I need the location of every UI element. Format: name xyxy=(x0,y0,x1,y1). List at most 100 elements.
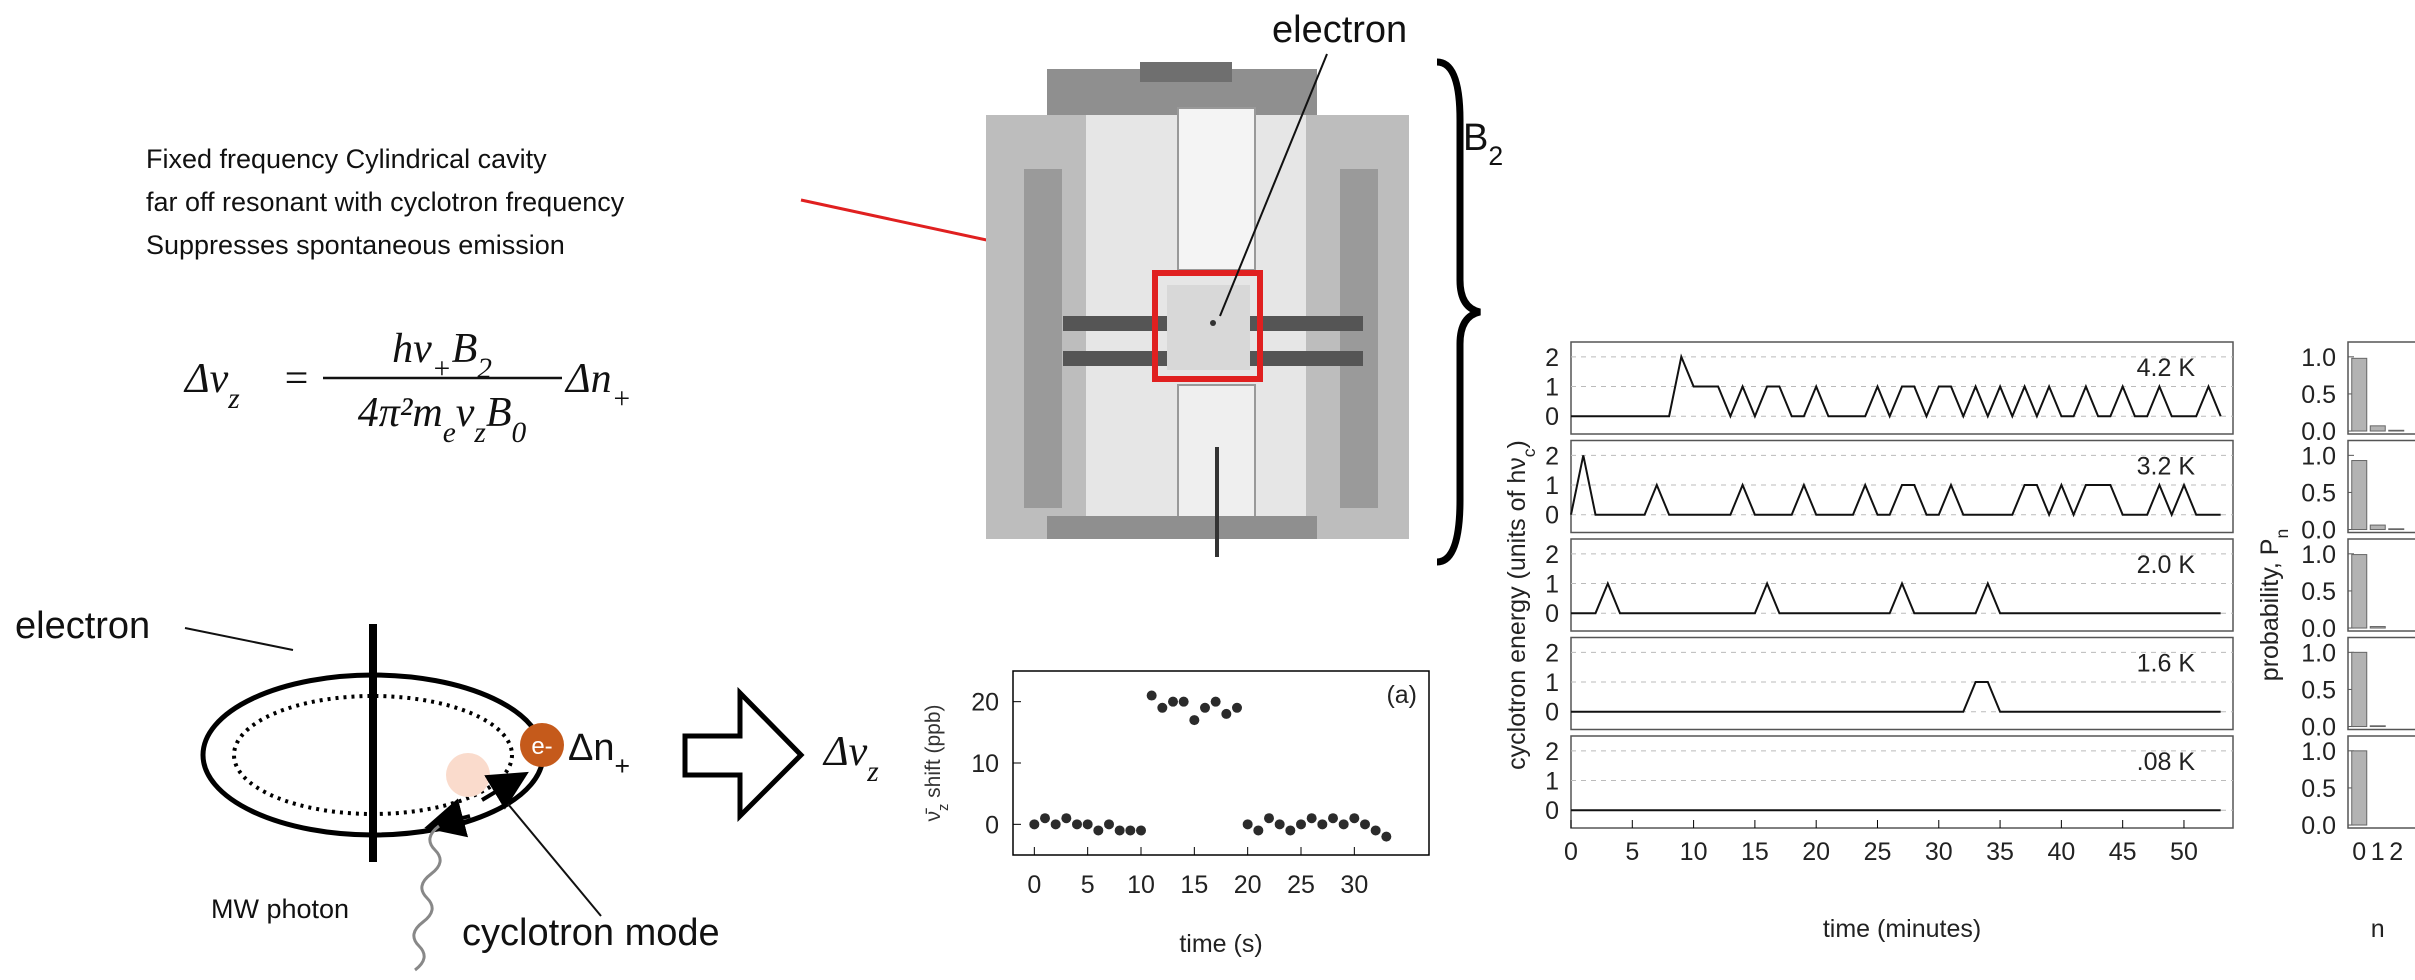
text-part: shift (ppb) xyxy=(922,704,945,803)
point xyxy=(1114,825,1125,836)
y-tick-label: 1.0 xyxy=(2301,639,2336,667)
bar xyxy=(2369,626,2386,629)
panel-frame xyxy=(1570,735,2234,829)
x-tick-label: 2 xyxy=(2389,838,2403,866)
x-tick-label: 25 xyxy=(1287,871,1315,899)
point xyxy=(1317,819,1328,830)
equation-denominator: 4π²meνzB0 xyxy=(358,390,527,449)
y-tick-label: 1 xyxy=(1545,374,1559,402)
y-tick-label: 0.5 xyxy=(2301,381,2336,409)
text-part: cyclotron energy (units of hν xyxy=(1503,457,1531,770)
point xyxy=(1274,819,1285,830)
point xyxy=(1157,702,1168,713)
y-tick-label: 20 xyxy=(971,689,999,717)
trace xyxy=(1571,681,2221,713)
point xyxy=(1253,825,1264,836)
panel-frame xyxy=(1570,439,2234,534)
pointer-line xyxy=(507,803,602,917)
subscript: 0 xyxy=(512,417,527,449)
brace xyxy=(1436,58,1481,566)
point xyxy=(1168,696,1178,707)
point xyxy=(1328,813,1338,824)
x-axis-label: time (minutes) xyxy=(1823,915,1981,943)
y-tick-label: 2 xyxy=(1545,738,1559,766)
trap-electron-label: electron xyxy=(1272,9,1407,51)
point xyxy=(1146,690,1157,701)
y-tick-label: 0 xyxy=(1545,699,1559,727)
x-tick-label: 30 xyxy=(1340,871,1368,899)
subscript: 2 xyxy=(1488,141,1503,171)
temperature-label: .08 K xyxy=(2137,748,2196,776)
x-tick-label: 10 xyxy=(1680,838,1708,866)
point xyxy=(1360,819,1370,830)
bar xyxy=(2369,725,2386,728)
caption-line: far off resonant with cyclotron frequenc… xyxy=(146,187,625,217)
y-tick-label: 0 xyxy=(1545,403,1559,431)
text-part: B xyxy=(486,390,512,436)
y-tick-label: 1.0 xyxy=(2301,541,2336,569)
particle-label: e- xyxy=(531,733,552,760)
y-tick-label: 10 xyxy=(971,750,999,778)
equation-numerator: hν+B2 xyxy=(392,326,492,385)
y-tick-label: 1 xyxy=(1545,571,1559,599)
x-tick-label: 10 xyxy=(1127,871,1155,899)
bar xyxy=(2369,524,2386,531)
point xyxy=(1082,819,1093,830)
x-axis-label: time (s) xyxy=(1179,930,1262,958)
caption-line: Suppresses spontaneous emission xyxy=(146,230,565,260)
electron-particle xyxy=(520,723,564,767)
trace xyxy=(1570,455,2221,518)
x-tick-label: 15 xyxy=(1180,871,1208,899)
x-tick-label: 50 xyxy=(2170,838,2198,866)
text-part: hν xyxy=(392,326,432,372)
bar xyxy=(2351,651,2368,728)
point xyxy=(1381,831,1392,842)
y-tick-label: 0 xyxy=(1545,502,1559,530)
text-part: probability, P xyxy=(2256,539,2284,682)
y-tick-label: 0.5 xyxy=(2301,479,2336,507)
point xyxy=(1349,813,1360,824)
arrow xyxy=(424,798,471,838)
big-arrow xyxy=(682,686,805,823)
bar xyxy=(2351,357,2368,432)
temperature-label: 1.6 K xyxy=(2137,650,2196,678)
pointer-line xyxy=(184,627,294,651)
subscript: + xyxy=(432,353,452,385)
subscript: c xyxy=(1519,448,1539,457)
temperature-label: 3.2 K xyxy=(2137,453,2196,481)
point xyxy=(1264,813,1274,824)
point xyxy=(1072,819,1082,830)
text-part: 4π²m xyxy=(358,390,443,436)
y-tick-label: 0.0 xyxy=(2301,418,2336,446)
point xyxy=(1061,813,1072,824)
y-tick-label: 2 xyxy=(1545,541,1559,569)
x-tick-label: 25 xyxy=(1864,838,1892,866)
result-label: Δνz xyxy=(822,729,879,788)
subscript: 2 xyxy=(477,353,492,385)
y-tick-label: 0.0 xyxy=(2301,812,2336,840)
y-tick-label: 2 xyxy=(1545,442,1559,470)
panel-frame xyxy=(2347,636,2415,731)
caption-line: Fixed frequency Cylindrical cavity xyxy=(146,144,547,174)
point xyxy=(1221,708,1232,719)
point xyxy=(1200,702,1210,713)
equation-equals: = xyxy=(282,356,310,402)
subscript: z xyxy=(227,383,240,415)
point xyxy=(1125,825,1136,836)
trap-drawing xyxy=(986,62,1409,557)
x-tick-label: 0 xyxy=(1027,871,1041,899)
annotation: (a) xyxy=(1386,681,1417,709)
y-tick-label: 1 xyxy=(1545,669,1559,697)
bar xyxy=(2388,528,2405,531)
x-tick-label: 40 xyxy=(2047,838,2075,866)
point xyxy=(1232,702,1242,713)
y-tick-label: 0.5 xyxy=(2301,775,2336,803)
point xyxy=(1210,696,1221,707)
text-part: ν̄ xyxy=(922,808,945,822)
text-part: ) xyxy=(1503,440,1531,448)
y-tick-label: 0.0 xyxy=(2301,615,2336,643)
x-tick-label: 0 xyxy=(1564,838,1578,866)
x-tick-label: 5 xyxy=(1625,838,1639,866)
subscript: + xyxy=(615,751,631,781)
